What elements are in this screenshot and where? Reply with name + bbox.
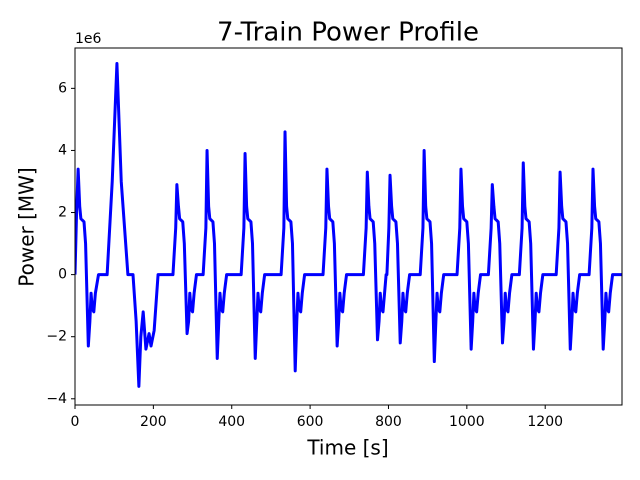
x-tick-label: 1000 [449, 414, 485, 430]
x-tick-label: 400 [218, 414, 245, 430]
x-tick-label: 0 [71, 414, 80, 430]
y-tick-label: −2 [46, 329, 67, 345]
y-tick-label: 2 [58, 205, 67, 221]
x-tick-label: 600 [297, 414, 324, 430]
chart-title: 7-Train Power Profile [217, 18, 479, 48]
y-tick-label: 0 [58, 267, 67, 283]
y-tick-label: 4 [58, 142, 67, 158]
y-tick-label: −4 [46, 391, 67, 407]
x-axis-label: Time [s] [306, 436, 388, 460]
power-line [75, 62, 622, 388]
plot-frame [74, 47, 623, 406]
x-tick-label: 1200 [527, 414, 563, 430]
y-tick-label: 6 [58, 80, 67, 96]
x-tick-label: 800 [375, 414, 402, 430]
y-axis-label: Power [MW] [15, 167, 39, 286]
y-offset-label: 1e6 [75, 31, 102, 47]
x-tick-label: 200 [140, 414, 167, 430]
